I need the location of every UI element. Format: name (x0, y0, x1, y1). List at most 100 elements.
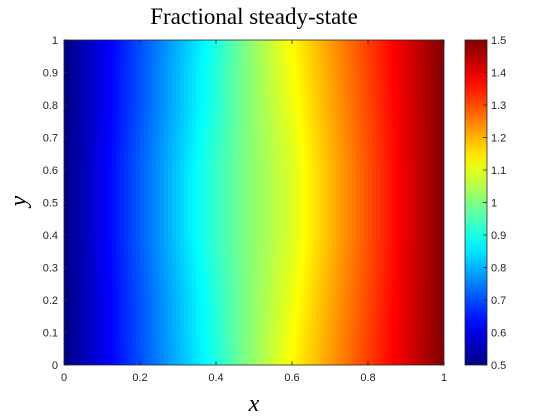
heatmap-cell (232, 110, 237, 116)
heatmap-cell (184, 255, 189, 261)
heatmap-cell (320, 65, 325, 71)
heatmap-cell (236, 150, 241, 156)
heatmap-cell (216, 125, 221, 131)
heatmap-cell (356, 230, 361, 236)
heatmap-cell (432, 150, 437, 156)
heatmap-cell (300, 240, 305, 246)
heatmap-cell (284, 110, 289, 116)
heatmap-cell (188, 135, 193, 141)
heatmap-cell (220, 165, 225, 171)
heatmap-cell (132, 220, 137, 226)
heatmap-cell (364, 200, 369, 206)
heatmap-cell (396, 170, 401, 176)
heatmap-cell (184, 120, 189, 126)
heatmap-cell (156, 135, 161, 141)
heatmap-cell (352, 90, 357, 96)
heatmap-cell (212, 215, 217, 221)
heatmap-cell (256, 130, 261, 136)
heatmap-cell (320, 235, 325, 241)
heatmap-cell (172, 270, 177, 276)
heatmap-cell (396, 105, 401, 111)
heatmap-cell (340, 65, 345, 71)
heatmap-cell (336, 70, 341, 76)
heatmap-cell (388, 230, 393, 236)
heatmap-cell (324, 260, 329, 266)
heatmap-cell (128, 210, 133, 216)
heatmap-cell (408, 45, 413, 51)
heatmap-cell (188, 270, 193, 276)
heatmap-cell (416, 80, 421, 86)
heatmap-cell (412, 145, 417, 151)
heatmap-cell (140, 40, 145, 46)
heatmap-cell (76, 295, 81, 301)
heatmap-cell (88, 220, 93, 226)
heatmap-cell (248, 145, 253, 151)
heatmap-cell (388, 75, 393, 81)
heatmap-cell (408, 85, 413, 91)
heatmap-cell (312, 180, 317, 186)
heatmap-cell (416, 75, 421, 81)
heatmap-cell (280, 120, 285, 126)
heatmap-cell (368, 110, 373, 116)
heatmap-cell (336, 255, 341, 261)
heatmap-cell (104, 215, 109, 221)
heatmap-cell (268, 145, 273, 151)
heatmap-cell (144, 50, 149, 56)
heatmap-cell (404, 45, 409, 51)
heatmap-cell (440, 235, 444, 241)
heatmap-cell (440, 285, 444, 291)
heatmap-cell (364, 270, 369, 276)
heatmap-cell (232, 205, 237, 211)
heatmap-cell (208, 125, 213, 131)
heatmap-cell (180, 120, 185, 126)
heatmap-cell (276, 100, 281, 106)
heatmap-cell (208, 260, 213, 266)
heatmap-cell (236, 205, 241, 211)
heatmap-cell (196, 40, 201, 46)
heatmap-cell (388, 235, 393, 241)
heatmap-cell (152, 85, 157, 91)
heatmap-cell (152, 45, 157, 51)
heatmap-cell (360, 95, 365, 101)
heatmap-cell (252, 205, 257, 211)
heatmap-cell (428, 140, 433, 146)
heatmap-cell (360, 125, 365, 131)
heatmap-cell (200, 55, 205, 61)
heatmap-cell (184, 80, 189, 86)
heatmap-cell (316, 200, 321, 206)
heatmap-cell (428, 270, 433, 276)
heatmap-cell (116, 175, 121, 181)
heatmap-cell (372, 170, 377, 176)
heatmap-cell (212, 45, 217, 51)
heatmap-cell (244, 290, 249, 296)
heatmap-cell (112, 300, 117, 306)
heatmap-cell (144, 45, 149, 51)
heatmap-cell (316, 160, 321, 166)
heatmap-cell (92, 65, 97, 71)
heatmap-cell (120, 170, 125, 176)
heatmap-cell (320, 140, 325, 146)
heatmap-cell (304, 130, 309, 136)
heatmap-cell (184, 190, 189, 196)
heatmap-cell (140, 150, 145, 156)
heatmap-cell (288, 125, 293, 131)
heatmap-cell (72, 165, 77, 171)
heatmap-cell (280, 185, 285, 191)
heatmap-cell (212, 130, 217, 136)
heatmap-cell (276, 290, 281, 296)
heatmap-cell (328, 145, 333, 151)
heatmap-cell (104, 255, 109, 261)
heatmap-cell (360, 75, 365, 81)
heatmap-cell (284, 265, 289, 271)
heatmap-cell (328, 55, 333, 61)
heatmap-cell (80, 125, 85, 131)
heatmap-cell (400, 55, 405, 61)
heatmap-cell (252, 240, 257, 246)
heatmap-cell (224, 75, 229, 81)
heatmap-cell (192, 210, 197, 216)
heatmap-cell (304, 180, 309, 186)
heatmap-cell (404, 95, 409, 101)
heatmap-cell (96, 50, 101, 56)
heatmap-cell (136, 75, 141, 81)
heatmap-cell (252, 170, 257, 176)
